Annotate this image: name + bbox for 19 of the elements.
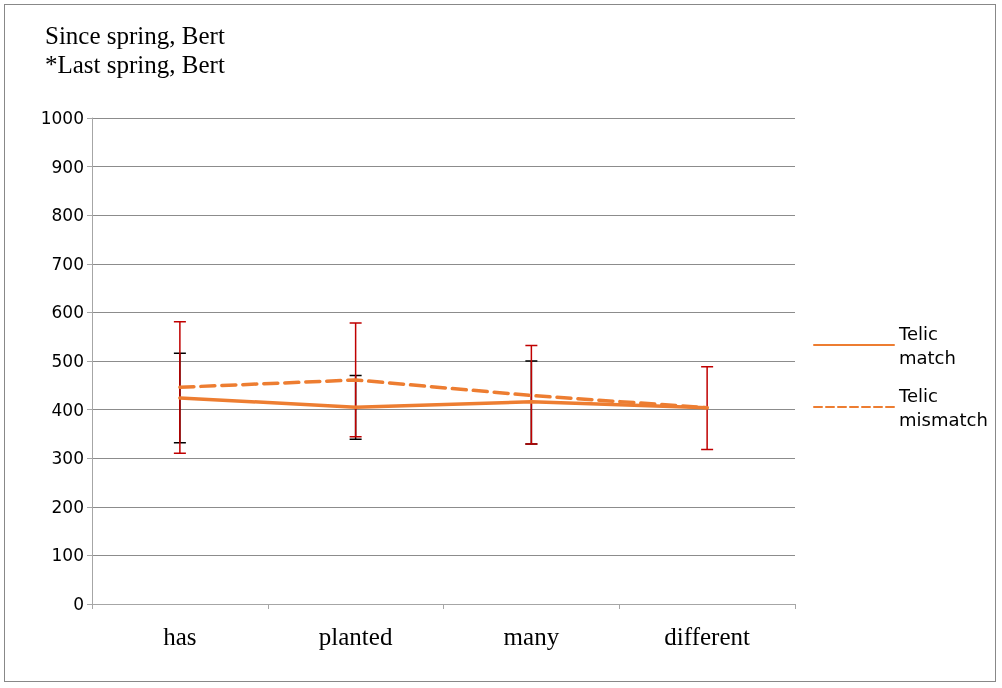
y-tick-label: 200 xyxy=(51,496,84,517)
y-tick-label: 300 xyxy=(51,448,84,469)
y-tick-label: 500 xyxy=(51,351,84,371)
y-tick-label: 600 xyxy=(51,302,84,323)
y-tick-label: 0 xyxy=(73,594,84,614)
legend-label: Telic match xyxy=(898,322,956,368)
y-tick-label: 900 xyxy=(51,156,84,177)
y-tick-label: 800 xyxy=(51,205,84,226)
chart-subtitle: *Last spring, Bert xyxy=(45,51,225,78)
chart-title: Since spring, Bert xyxy=(45,22,225,49)
x-tick-label: different xyxy=(664,623,750,650)
x-tick-label: has xyxy=(163,623,197,650)
y-tick-label: 100 xyxy=(51,545,84,566)
y-tick-label: 400 xyxy=(51,399,84,420)
x-tick-label: many xyxy=(503,623,560,650)
x-tick-label: planted xyxy=(318,623,393,650)
y-tick-label: 700 xyxy=(51,253,84,274)
y-tick-label: 1000 xyxy=(40,108,84,128)
legend-label: Telic mismatch xyxy=(898,384,988,430)
